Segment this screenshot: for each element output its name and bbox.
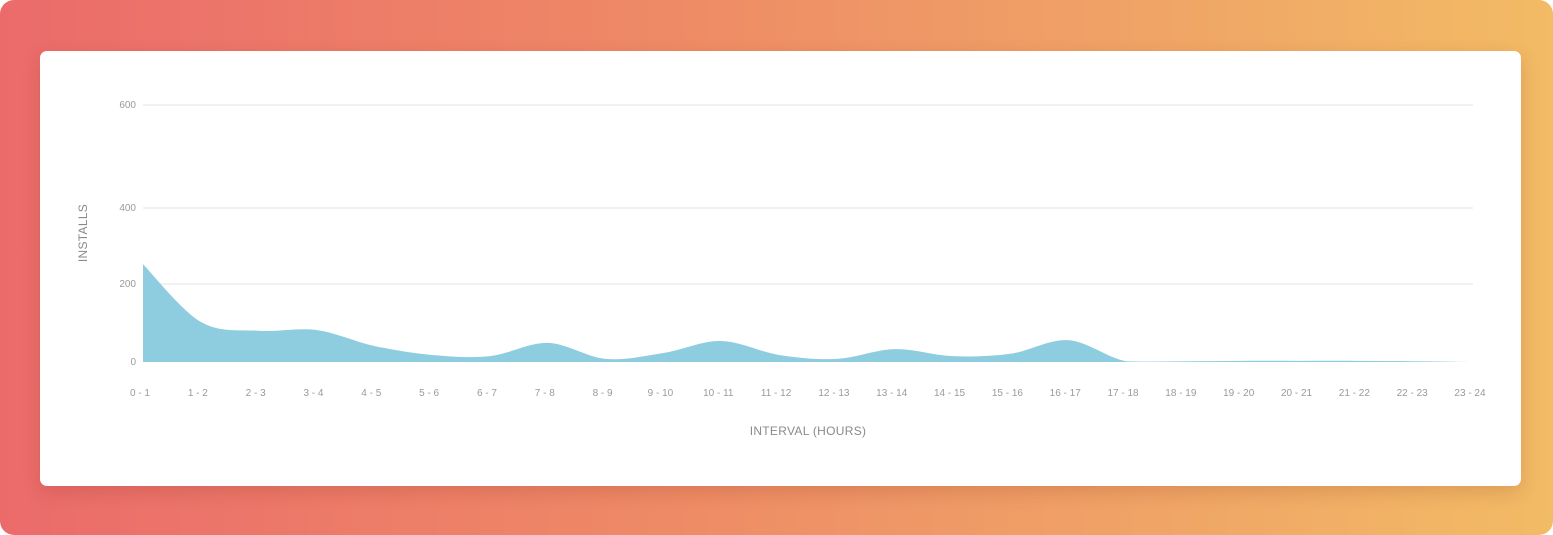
y-tick-label: 600 <box>119 100 136 111</box>
x-tick-label: 17 - 18 <box>1107 388 1139 399</box>
x-tick-label: 1 - 2 <box>188 388 208 399</box>
y-tick-label: 400 <box>119 203 136 214</box>
x-tick-label: 13 - 14 <box>876 388 908 399</box>
x-tick-label: 4 - 5 <box>361 388 381 399</box>
x-tick-label: 2 - 3 <box>246 388 266 399</box>
x-tick-label: 16 - 17 <box>1050 388 1082 399</box>
x-tick-label: 7 - 8 <box>535 388 555 399</box>
x-axis-title: INTERVAL (HOURS) <box>750 424 867 438</box>
y-axis-title: INSTALLS <box>76 204 90 262</box>
x-tick-label: 0 - 1 <box>130 388 150 399</box>
installs-area-chart: 0 200 400 600 0 - 1 1 - 2 2 - 3 3 - 4 4 - 5 5 - … <box>76 100 1486 438</box>
installs-area-series <box>143 264 1473 362</box>
x-tick-label: 14 - 15 <box>934 388 966 399</box>
chart-card: 0 200 400 600 0 - 1 1 - 2 2 - 3 3 - 4 4 - 5 5 - … <box>40 51 1521 486</box>
x-axis-ticks: 0 - 1 1 - 2 2 - 3 3 - 4 4 - 5 5 - 6 6 - 7 7 - 8… <box>130 388 1486 399</box>
x-tick-label: 22 - 23 <box>1397 388 1429 399</box>
x-tick-label: 18 - 19 <box>1165 388 1197 399</box>
x-tick-label: 5 - 6 <box>419 388 439 399</box>
x-tick-label: 9 - 10 <box>648 388 674 399</box>
x-tick-label: 10 - 11 <box>703 388 734 399</box>
x-tick-label: 8 - 9 <box>593 388 613 399</box>
y-tick-label: 200 <box>119 279 136 290</box>
x-tick-label: 19 - 20 <box>1223 388 1255 399</box>
x-tick-label: 12 - 13 <box>818 388 850 399</box>
y-axis-ticks: 0 200 400 600 <box>119 100 136 368</box>
x-tick-label: 23 - 24 <box>1454 388 1486 399</box>
y-gridlines <box>143 104 1473 285</box>
x-tick-label: 6 - 7 <box>477 388 497 399</box>
x-tick-label: 20 - 21 <box>1281 388 1313 399</box>
x-tick-label: 3 - 4 <box>303 388 323 399</box>
x-tick-label: 11 - 12 <box>761 388 792 399</box>
x-tick-label: 21 - 22 <box>1339 388 1371 399</box>
y-tick-label: 0 <box>130 357 136 368</box>
x-tick-label: 15 - 16 <box>992 388 1024 399</box>
